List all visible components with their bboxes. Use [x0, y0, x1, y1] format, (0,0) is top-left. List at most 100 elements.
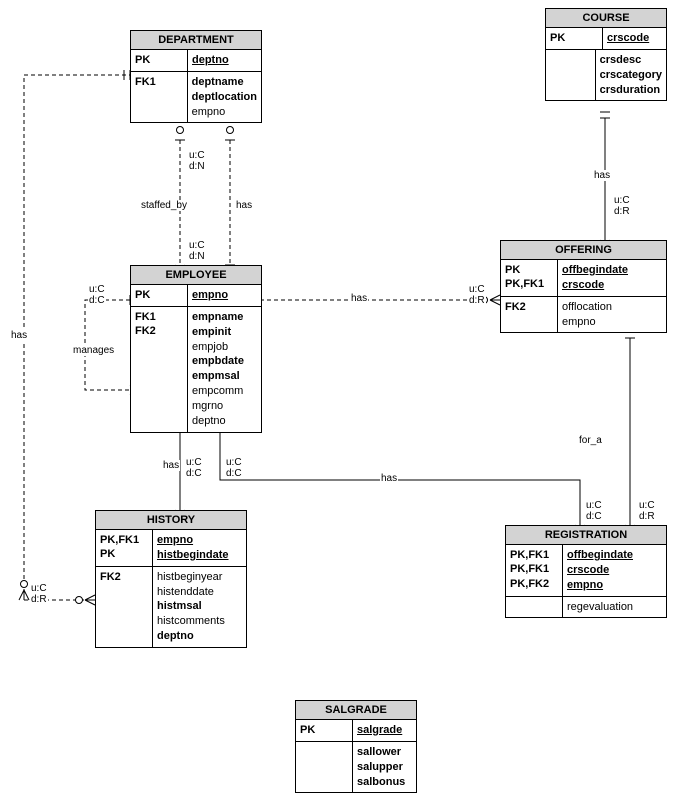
attribute: empno [192, 105, 257, 120]
key-cell: PK,FK1 PK [96, 530, 153, 566]
entity-row: PK PK,FK1offbegindatecrscode [501, 260, 666, 297]
attribute: deptlocation [192, 90, 257, 105]
entity-title: COURSE [546, 9, 666, 28]
attribute: crscode [567, 563, 633, 578]
entity-row: PK,FK1 PK,FK1 PK,FK2offbegindatecrscodee… [506, 545, 666, 597]
entity-title: OFFERING [501, 241, 666, 260]
attribute: mgrno [192, 399, 244, 414]
key-cell: PK [296, 720, 353, 741]
entity-row: FK2 histbeginyearhistenddatehistmsalhistc… [96, 567, 246, 647]
cardinality-label: u:C d:R [613, 195, 631, 217]
edge-label: has [10, 330, 28, 341]
attr-cell: deptno [188, 50, 233, 71]
entity-registration: REGISTRATIONPK,FK1 PK,FK1 PK,FK2offbegin… [505, 525, 667, 618]
attribute: crscode [607, 31, 649, 46]
cardinality-label: u:C d:R [30, 583, 48, 605]
attribute: histenddate [157, 585, 225, 600]
attribute: empno [567, 578, 633, 593]
entity-department: DEPARTMENTPKdeptnoFK1deptnamedeptlocatio… [130, 30, 262, 123]
edge-emp-has-registration [220, 432, 580, 525]
key-cell: FK1 FK2 [131, 307, 188, 432]
attribute: sallower [357, 745, 405, 760]
attribute: crsdesc [600, 53, 662, 68]
key-cell: FK2 [501, 297, 558, 333]
attr-cell: offlocationempno [558, 297, 616, 333]
cardinality-label: u:C d:N [188, 150, 206, 172]
edge-label: has [235, 200, 253, 211]
attr-cell: empnohistbegindate [153, 530, 233, 566]
attribute: crscategory [600, 68, 662, 83]
attr-cell: crscode [603, 28, 653, 49]
entity-row: PK crscode [546, 28, 666, 50]
attribute: empno [192, 288, 228, 303]
cardinality-label: u:C d:N [188, 240, 206, 262]
entity-row: crsdesccrscategorycrsduration [546, 50, 666, 101]
cardinality-label: u:C d:R [468, 284, 486, 306]
entity-title: HISTORY [96, 511, 246, 530]
attribute: histcomments [157, 614, 225, 629]
attr-cell: crsdesccrscategorycrsduration [596, 50, 666, 101]
entity-row: FK1 FK2 empnameempinitempjobempbdateempms… [131, 307, 261, 432]
attribute: empcomm [192, 384, 244, 399]
key-cell [506, 597, 563, 618]
entity-row: PK,FK1 PKempnohistbegindate [96, 530, 246, 567]
edge-label: has [380, 473, 398, 484]
entity-employee: EMPLOYEEPKempnoFK1 FK2empnameempinitempj… [130, 265, 262, 433]
attribute: histmsal [157, 599, 225, 614]
key-cell: PK PK,FK1 [501, 260, 558, 296]
cardinality-label: u:C d:C [585, 500, 603, 522]
cardinality-label: u:C d:C [185, 457, 203, 479]
attribute: empmsal [192, 369, 244, 384]
attribute: deptno [192, 414, 244, 429]
attribute: empname [192, 310, 244, 325]
entity-row: regevaluation [506, 597, 666, 618]
attribute: empjob [192, 340, 244, 355]
attribute: deptname [192, 75, 257, 90]
edge-label: manages [72, 345, 115, 356]
entity-course: COURSEPK crscode crsdesccrscategorycrsdura… [545, 8, 667, 101]
cardinality-label: u:C d:C [88, 284, 106, 306]
attr-cell: sallowersaluppersalbonus [353, 742, 409, 793]
entity-offering: OFFERINGPK PK,FK1offbegindatecrscodeFK2o… [500, 240, 667, 333]
er-edges [0, 0, 690, 803]
attr-cell: offbegindatecrscodeempno [563, 545, 637, 596]
attribute: histbegindate [157, 548, 229, 563]
attribute: deptno [157, 629, 225, 644]
key-cell: PK,FK1 PK,FK1 PK,FK2 [506, 545, 563, 596]
edge-label: has [593, 170, 611, 181]
entity-row: PKempno [131, 285, 261, 307]
entity-title: SALGRADE [296, 701, 416, 720]
edge-label: staffed_by [140, 200, 188, 211]
attr-cell: empno [188, 285, 232, 306]
entity-history: HISTORYPK,FK1 PKempnohistbegindateFK2his… [95, 510, 247, 648]
attr-cell: regevaluation [563, 597, 637, 618]
cardinality-label: u:C d:R [638, 500, 656, 522]
attribute: regevaluation [567, 600, 633, 615]
edge-label: has [162, 460, 180, 471]
attribute: empno [562, 315, 612, 330]
attr-cell: salgrade [353, 720, 406, 741]
entity-row: sallowersaluppersalbonus [296, 742, 416, 793]
entity-row: PKsalgrade [296, 720, 416, 742]
entity-row: FK2offlocationempno [501, 297, 666, 333]
key-cell: PK [546, 28, 603, 49]
attribute: empinit [192, 325, 244, 340]
attribute: deptno [192, 53, 229, 68]
key-cell: FK2 [96, 567, 153, 647]
key-cell [546, 50, 596, 101]
attribute: empbdate [192, 354, 244, 369]
entity-row: FK1deptnamedeptlocationempno [131, 72, 261, 123]
attribute: crsduration [600, 83, 662, 98]
attribute: empno [157, 533, 229, 548]
attr-cell: offbegindatecrscode [558, 260, 632, 296]
key-cell: PK [131, 50, 188, 71]
key-cell: FK1 [131, 72, 188, 123]
entity-row: PK deptno [131, 50, 261, 72]
attr-cell: deptnamedeptlocationempno [188, 72, 261, 123]
attribute: salbonus [357, 775, 405, 790]
attribute: crscode [562, 278, 628, 293]
cardinality-label: u:C d:C [225, 457, 243, 479]
attribute: histbeginyear [157, 570, 225, 585]
attribute: salupper [357, 760, 405, 775]
attribute: offbegindate [562, 263, 628, 278]
